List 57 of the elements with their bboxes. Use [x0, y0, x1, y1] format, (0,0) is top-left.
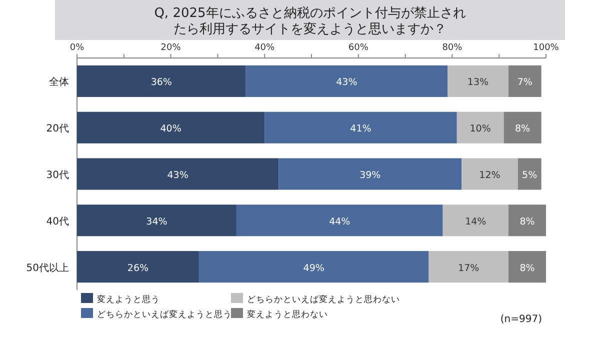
chart-title: Q, 2025年にふるさと納税のポイント付与が禁止されたら利用するサイトを変えようと思いますか？	[154, 6, 466, 37]
bar	[77, 251, 199, 283]
data-label: 49%	[303, 262, 324, 274]
bar	[448, 65, 508, 97]
bar	[442, 204, 508, 236]
x-tick-label: 40%	[254, 43, 276, 53]
bar	[77, 65, 246, 97]
bar	[456, 112, 504, 144]
data-label: 8%	[515, 124, 530, 135]
bar	[508, 204, 546, 236]
bar	[278, 158, 462, 190]
data-label: 5%	[522, 170, 538, 181]
y-tick-label: 40代	[46, 216, 69, 228]
data-label: 41%	[350, 124, 372, 135]
bar	[508, 65, 542, 97]
bar	[504, 112, 542, 144]
legend-label: どちらかといえば変えようと思わない	[247, 294, 400, 305]
x-tick-label: 0%	[70, 43, 85, 53]
data-label: 13%	[467, 77, 489, 88]
bar	[246, 65, 448, 97]
data-label: 10%	[470, 124, 491, 135]
text: (n=997)	[500, 314, 542, 325]
bar	[264, 112, 457, 144]
data-label: 44%	[329, 216, 350, 228]
y-tick-label: 50代以上	[26, 262, 69, 274]
data-label: 39%	[360, 170, 381, 181]
data-label: 14%	[465, 216, 486, 228]
y-tick-label: 20代	[46, 124, 69, 135]
data-label: 17%	[458, 262, 480, 274]
bar	[428, 251, 508, 283]
data-label: 12%	[479, 170, 500, 181]
legend-label: 変えようと思う	[97, 294, 160, 305]
bar	[508, 251, 546, 283]
bar	[518, 158, 542, 190]
y-tick-label: 30代	[46, 170, 69, 181]
data-label: 43%	[167, 170, 188, 181]
bar	[77, 204, 236, 236]
bar	[236, 204, 443, 236]
bar	[462, 158, 518, 190]
data-label: 7%	[517, 77, 532, 88]
data-label: 8%	[520, 216, 535, 228]
data-label: 43%	[336, 77, 358, 88]
bar	[77, 112, 265, 144]
x-tick-label: 80%	[442, 43, 463, 53]
bar	[198, 251, 429, 283]
x-tick-label: 100%	[533, 43, 560, 53]
data-label: 34%	[146, 216, 168, 228]
x-tick-label: 20%	[160, 43, 182, 53]
legend-label: 変えようと思わない	[247, 309, 328, 320]
data-label: 36%	[150, 77, 172, 88]
y-tick-label: 全体	[49, 76, 69, 88]
data-label: 8%	[520, 262, 535, 274]
data-label: 26%	[127, 262, 149, 274]
bar	[77, 158, 279, 190]
data-label: 40%	[160, 124, 182, 135]
legend-label: どちらかといえば変えようと思う	[97, 309, 232, 320]
x-tick-label: 60%	[348, 43, 369, 53]
